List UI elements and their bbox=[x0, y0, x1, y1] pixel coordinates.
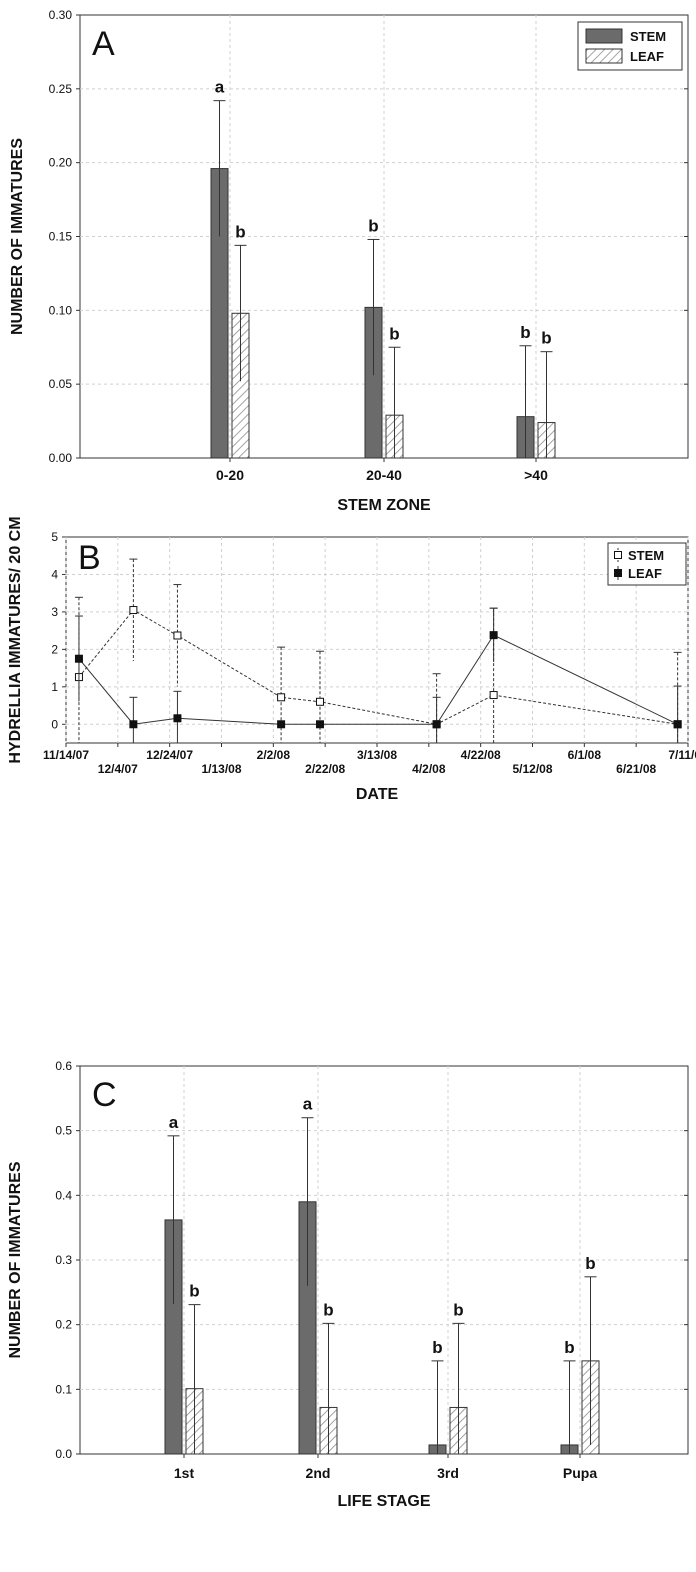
leaf-marker bbox=[673, 720, 682, 729]
y-tick-label: 0.0 bbox=[55, 1447, 72, 1461]
y-tick-label: 0.05 bbox=[49, 377, 73, 391]
legend-swatch-leaf bbox=[585, 48, 623, 64]
y-tick-label: 0.1 bbox=[55, 1382, 72, 1396]
y-tick-label: 0.2 bbox=[55, 1318, 72, 1332]
legend-label-stem: STEM bbox=[630, 29, 666, 44]
significance-letter: b bbox=[520, 323, 530, 342]
stem-marker bbox=[315, 697, 324, 706]
stem-marker bbox=[277, 693, 286, 702]
stem-series-line bbox=[78, 609, 678, 725]
x-axis-title: DATE bbox=[356, 786, 399, 803]
significance-letter: b bbox=[235, 222, 245, 241]
x-tick-label: 12/4/07 bbox=[98, 762, 138, 776]
y-tick-label: 0.10 bbox=[49, 303, 73, 317]
chart-panel-a: 0.00 0.05 0.10 0.15 0.20 0.25 0.30 0-20 a b 20-40 b… bbox=[9, 8, 689, 514]
y-tick-label: 0.25 bbox=[49, 82, 73, 96]
stem-marker bbox=[489, 691, 498, 700]
y-tick-label: 0 bbox=[51, 717, 58, 731]
significance-letter: a bbox=[215, 78, 225, 97]
significance-letter: b bbox=[323, 1300, 333, 1319]
y-tick-label: 0.6 bbox=[55, 1059, 72, 1073]
y-axis-title: NUMBER OF IMMATURES bbox=[9, 138, 26, 335]
x-tick-label: 1st bbox=[174, 1465, 195, 1481]
panel-label: C bbox=[92, 1076, 117, 1114]
x-tick-label: 12/24/07 bbox=[146, 748, 193, 762]
leaf-series-line bbox=[78, 634, 678, 725]
y-tick-label: 2 bbox=[51, 642, 58, 656]
legend-label-leaf: LEAF bbox=[630, 49, 664, 64]
legend-box bbox=[607, 542, 687, 586]
x-tick-label: >40 bbox=[524, 467, 548, 483]
panel-label: A bbox=[92, 25, 115, 63]
x-tick-label: 2nd bbox=[306, 1465, 331, 1481]
y-tick-label: 0.00 bbox=[49, 451, 73, 465]
x-tick-label: 0-20 bbox=[216, 467, 244, 483]
y-tick-label: 0.3 bbox=[55, 1253, 72, 1267]
x-axis-title: LIFE STAGE bbox=[337, 1493, 430, 1510]
significance-letter: b bbox=[453, 1300, 463, 1319]
y-tick-label: 0.20 bbox=[49, 156, 73, 170]
x-axis-title: STEM ZONE bbox=[337, 497, 431, 514]
leaf-marker bbox=[173, 714, 182, 723]
y-axis-title: HYDRELLIA IMMATURES/ 20 CM bbox=[7, 516, 24, 763]
legend-label-leaf: LEAF bbox=[628, 566, 662, 581]
y-tick-label: 1 bbox=[51, 680, 58, 694]
x-tick-label: 4/22/08 bbox=[461, 748, 501, 762]
leaf-marker bbox=[277, 720, 286, 729]
significance-letter: b bbox=[389, 324, 399, 343]
x-tick-label: 6/1/08 bbox=[568, 748, 602, 762]
y-tick-label: 4 bbox=[51, 567, 58, 581]
x-tick-label: 20-40 bbox=[366, 467, 402, 483]
panel-label: B bbox=[78, 539, 101, 577]
y-tick-label: 0.30 bbox=[49, 8, 73, 22]
leaf-marker bbox=[432, 720, 441, 729]
y-tick-label: 5 bbox=[51, 530, 58, 544]
legend-marker-leaf bbox=[614, 569, 622, 577]
significance-letter: a bbox=[303, 1095, 313, 1114]
significance-letter: b bbox=[368, 216, 378, 235]
significance-letter: b bbox=[585, 1254, 595, 1273]
leaf-marker bbox=[489, 631, 498, 640]
x-tick-label: 1/13/08 bbox=[201, 762, 241, 776]
x-tick-label: 7/11/08 bbox=[668, 748, 696, 762]
chart-panel-c: 0.00.10.20.30.40.50.61stab2ndab3rdbbPupa… bbox=[7, 1059, 689, 1510]
stem-marker bbox=[129, 606, 138, 615]
leaf-marker bbox=[129, 720, 138, 729]
significance-letter: b bbox=[541, 329, 551, 348]
chart-panel-b: 0 1 2 3 4 5 11/14/07 12/24/07 2/2/08 3/13/08 4/22/… bbox=[7, 516, 696, 803]
y-tick-label: 0.5 bbox=[55, 1124, 72, 1138]
x-tick-label: 6/21/08 bbox=[616, 762, 656, 776]
x-tick-label: 5/12/08 bbox=[512, 762, 552, 776]
x-tick-label: Pupa bbox=[563, 1465, 597, 1481]
x-tick-label: 11/14/07 bbox=[43, 748, 89, 762]
stem-marker bbox=[173, 631, 182, 640]
x-tick-label: 4/2/08 bbox=[412, 762, 446, 776]
leaf-marker bbox=[315, 720, 324, 729]
legend-swatch-stem bbox=[585, 28, 623, 44]
significance-letter: a bbox=[169, 1113, 179, 1132]
x-tick-label: 2/2/08 bbox=[257, 748, 291, 762]
legend-marker-stem bbox=[614, 551, 622, 559]
x-tick-label: 3rd bbox=[437, 1465, 459, 1481]
y-tick-label: 3 bbox=[51, 605, 58, 619]
leaf-marker bbox=[74, 654, 83, 663]
significance-letter: b bbox=[564, 1338, 574, 1357]
y-tick-label: 0.4 bbox=[55, 1188, 72, 1202]
x-tick-label: 3/13/08 bbox=[357, 748, 397, 762]
significance-letter: b bbox=[189, 1282, 199, 1301]
significance-letter: b bbox=[432, 1338, 442, 1357]
y-tick-label: 0.15 bbox=[49, 230, 73, 244]
y-axis-title: NUMBER OF IMMATURES bbox=[7, 1161, 24, 1358]
legend-label-stem: STEM bbox=[628, 548, 664, 563]
x-tick-label: 2/22/08 bbox=[305, 762, 345, 776]
